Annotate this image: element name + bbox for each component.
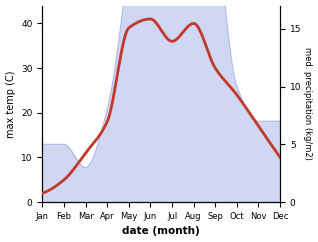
X-axis label: date (month): date (month) xyxy=(122,227,200,236)
Y-axis label: med. precipitation (kg/m2): med. precipitation (kg/m2) xyxy=(303,47,313,160)
Y-axis label: max temp (C): max temp (C) xyxy=(5,70,16,138)
